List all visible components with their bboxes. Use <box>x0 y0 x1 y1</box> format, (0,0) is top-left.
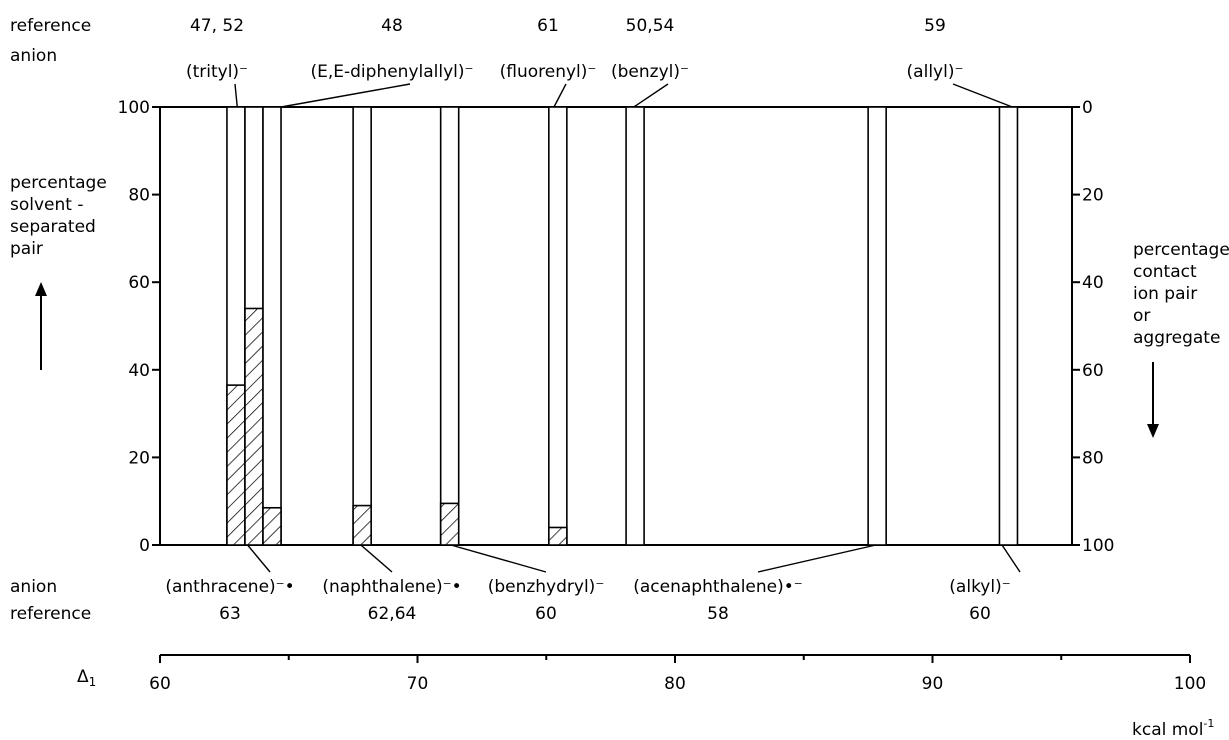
left-axis-tick-label: 80 <box>128 186 150 206</box>
top-anion-label: (allyl)⁻ <box>907 62 964 82</box>
bottom-reference-number: 63 <box>219 604 241 624</box>
delta-axis-tick-label: 70 <box>407 674 429 694</box>
bottom-leader-line <box>360 544 393 573</box>
bottom-anion-label: (benzhydryl)⁻ <box>488 577 605 597</box>
top-leader-line <box>633 83 669 108</box>
delta-axis-tick-label: 90 <box>922 674 944 694</box>
right-axis-title-line: percentage <box>1133 240 1229 260</box>
right-axis-tick-label: 20 <box>1082 186 1104 206</box>
delta-axis-symbol: Δ1 <box>77 667 96 689</box>
bottom-leader-line <box>1001 544 1021 573</box>
data-bar <box>867 106 887 546</box>
bottom-reference-number: 58 <box>707 604 729 624</box>
right-axis-title-line: aggregate <box>1133 328 1220 348</box>
top-leader-line <box>553 83 567 108</box>
top-leader-line <box>234 83 238 108</box>
left-axis-title-line: percentage <box>10 173 107 193</box>
delta-axis-unit: kcal mol-1 <box>1132 717 1214 740</box>
data-bar <box>548 106 568 546</box>
top-anion-label: (fluorenyl)⁻ <box>500 62 597 82</box>
data-bar <box>998 106 1019 546</box>
top-anion-label: (trityl)⁻ <box>186 62 248 82</box>
bottom-leader-line <box>450 544 547 573</box>
bottom-reference-number: 60 <box>535 604 557 624</box>
right-axis-title: percentage contact ion pair or aggregate <box>1133 240 1229 348</box>
right-axis-title-line: ion pair <box>1133 284 1197 304</box>
solvent-separated-fill <box>226 384 246 546</box>
bottom-reference-number: 60 <box>969 604 991 624</box>
solvent-separated-fill <box>244 307 264 546</box>
up-arrow-icon <box>35 282 47 370</box>
bottom-anion-label: (naphthalene)⁻• <box>322 577 461 597</box>
bottom-anion-label: (acenaphthalene)•⁻ <box>633 577 803 597</box>
right-axis-tick-label: 60 <box>1082 361 1104 381</box>
left-axis-title-line: separated <box>10 217 96 237</box>
plot-frame <box>159 106 1073 546</box>
top-reference-number: 59 <box>924 16 946 36</box>
left-axis-tick-label: 40 <box>128 361 150 381</box>
delta-axis-tick-label: 80 <box>664 674 686 694</box>
left-axis-tick-label: 60 <box>128 273 150 293</box>
right-axis-tick-label: 0 <box>1082 98 1093 118</box>
solvent-separated-fill <box>262 506 282 546</box>
top-header-anion: anion <box>10 46 57 66</box>
right-axis-title-line: contact <box>1133 262 1197 282</box>
data-bar <box>262 106 282 546</box>
plot-area: 0 20 40 60 80 100 0 20 40 60 80 100 47, 52 (trityl)⁻ 4… <box>118 16 1207 694</box>
left-axis-title-line: solvent - <box>10 195 83 215</box>
bottom-leader-line <box>757 544 877 573</box>
delta-axis-tick-label: 60 <box>149 674 171 694</box>
top-leader-line <box>952 83 1013 108</box>
bottom-header-reference: reference <box>10 604 91 624</box>
top-reference-number: 47, 52 <box>190 16 244 36</box>
bottom-anion-label: (anthracene)⁻• <box>165 577 294 597</box>
bottom-anion-label: (alkyl)⁻ <box>949 577 1010 597</box>
data-bar <box>439 106 460 546</box>
right-axis-tick-label: 100 <box>1082 536 1114 556</box>
left-axis-title-line: pair <box>10 239 43 259</box>
solvent-separated-fill <box>352 504 372 546</box>
top-reference-number: 50,54 <box>626 16 675 36</box>
bottom-header-anion: anion <box>10 577 57 597</box>
left-axis-title: percentage solvent - separated pair <box>10 173 107 259</box>
down-arrow-icon <box>1147 362 1159 438</box>
right-axis-tick-label: 40 <box>1082 273 1104 293</box>
bottom-reference-number: 62,64 <box>368 604 417 624</box>
bottom-leader-line <box>247 544 271 573</box>
left-axis-tick-label: 100 <box>118 98 150 118</box>
data-bar <box>352 106 372 546</box>
right-axis-tick-label: 80 <box>1082 448 1104 468</box>
top-leader-line <box>280 83 411 108</box>
left-axis-tick-label: 0 <box>139 536 150 556</box>
solvent-separated-fill <box>439 502 460 546</box>
right-axis-title-line: or <box>1133 306 1150 326</box>
top-reference-number: 61 <box>537 16 559 36</box>
solvent-separated-fill <box>548 526 568 546</box>
left-axis-tick-label: 20 <box>128 448 150 468</box>
top-reference-number: 48 <box>381 16 403 36</box>
top-header-reference: reference <box>10 16 91 36</box>
delta-axis-tick-label: 100 <box>1174 674 1206 694</box>
data-bar <box>625 106 645 546</box>
top-anion-label: (benzyl)⁻ <box>611 62 689 82</box>
top-anion-label: (E,E-diphenylallyl)⁻ <box>310 62 473 82</box>
